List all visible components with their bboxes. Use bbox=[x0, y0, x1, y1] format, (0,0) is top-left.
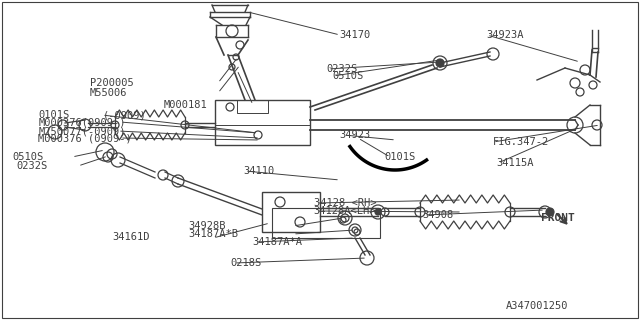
Text: (-0909): (-0909) bbox=[102, 110, 146, 120]
Text: M000376 (0909-): M000376 (0909-) bbox=[38, 133, 132, 143]
Text: 0101S: 0101S bbox=[384, 152, 415, 162]
Text: 34128 <RH>: 34128 <RH> bbox=[314, 198, 376, 208]
Text: M000181: M000181 bbox=[163, 100, 207, 110]
Text: 0510S: 0510S bbox=[333, 71, 364, 81]
Text: M250077(-0909): M250077(-0909) bbox=[38, 126, 126, 136]
Text: 0232S: 0232S bbox=[326, 64, 358, 74]
Text: 34923: 34923 bbox=[339, 130, 371, 140]
Text: M000376(0909-): M000376(0909-) bbox=[38, 117, 126, 127]
Circle shape bbox=[436, 59, 444, 67]
Text: M55006: M55006 bbox=[90, 88, 127, 98]
Text: FIG.347-2: FIG.347-2 bbox=[493, 137, 549, 148]
Text: 34908: 34908 bbox=[422, 210, 454, 220]
Circle shape bbox=[546, 208, 554, 216]
Text: 34923A: 34923A bbox=[486, 30, 524, 40]
Text: 34115A: 34115A bbox=[496, 158, 534, 168]
Text: FRONT: FRONT bbox=[541, 212, 575, 223]
Text: 34128A<LH>: 34128A<LH> bbox=[314, 205, 376, 216]
Text: 34170: 34170 bbox=[339, 30, 371, 40]
Text: 34928B: 34928B bbox=[189, 220, 227, 231]
Text: 0232S: 0232S bbox=[16, 161, 47, 172]
Text: 34110: 34110 bbox=[243, 166, 275, 176]
Circle shape bbox=[375, 209, 381, 215]
Text: A347001250: A347001250 bbox=[506, 300, 568, 311]
Text: P200005: P200005 bbox=[90, 78, 133, 88]
Text: 0218S: 0218S bbox=[230, 258, 262, 268]
Text: 34187A*A: 34187A*A bbox=[253, 236, 303, 247]
Text: 0510S: 0510S bbox=[13, 152, 44, 162]
Text: 34161D: 34161D bbox=[112, 232, 150, 243]
Text: 34187A*B: 34187A*B bbox=[189, 228, 239, 239]
Text: 0101S: 0101S bbox=[38, 110, 70, 120]
